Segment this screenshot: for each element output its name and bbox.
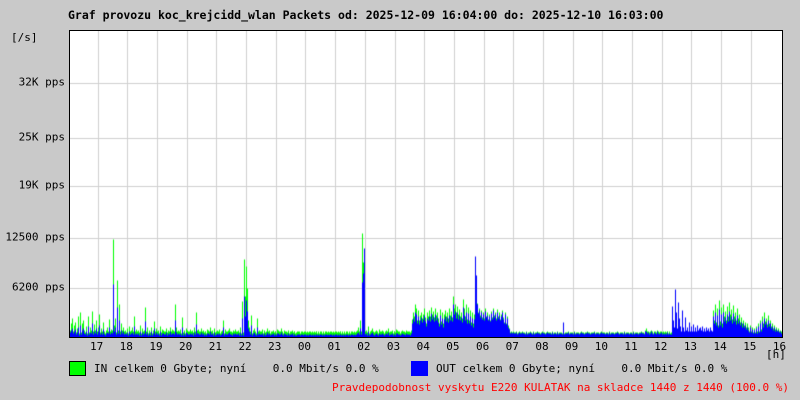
x-tick-label: 18	[119, 340, 133, 353]
x-tick-label: 16	[772, 340, 787, 353]
x-tick-label: 17	[89, 340, 104, 353]
x-tick-label: 22	[238, 340, 252, 353]
y-tick-label: 19K pps	[18, 178, 65, 192]
y-tick-label: 6200 pps	[12, 280, 65, 294]
legend-item-out: OUT celkem 0 Gbyte; nyní 0.0 Mbit/s 0.0 …	[411, 361, 727, 376]
x-tick-label: 21	[208, 340, 222, 353]
x-tick-label: 09	[565, 340, 579, 353]
x-tick-label: 05	[446, 340, 460, 353]
x-tick-label: 23	[268, 340, 282, 353]
page-title: Graf provozu koc_krejcidd_wlan Packets o…	[68, 8, 664, 22]
legend-out-label: OUT celkem 0 Gbyte; nyní 0.0 Mbit/s 0.0 …	[436, 362, 728, 375]
y-tick-label: 25K pps	[18, 130, 65, 144]
footer-note: Pravdepodobnost vyskytu E220 KULATAK na …	[332, 381, 789, 394]
out-color-swatch	[411, 361, 428, 376]
x-tick-label: 06	[475, 340, 490, 353]
x-tick-label: 19	[149, 340, 163, 353]
series-canvas	[70, 31, 782, 337]
x-tick-label: 20	[179, 340, 193, 353]
x-tick-label: 14	[713, 340, 727, 353]
x-tick-label: 00	[297, 340, 312, 353]
legend-item-in: IN celkem 0 Gbyte; nyní 0.0 Mbit/s 0.0 %	[69, 361, 379, 376]
x-tick-label: 11	[624, 340, 638, 353]
x-axis-unit-label: [h]	[766, 348, 786, 361]
y-tick-label: 12500 pps	[5, 230, 65, 244]
x-tick-label: 07	[505, 340, 519, 353]
plot-area	[69, 30, 783, 338]
x-tick-label: 15	[743, 340, 757, 353]
x-tick-label: 12	[654, 340, 668, 353]
y-axis-unit-label: [/s]	[11, 31, 38, 44]
x-tick-label: 03	[386, 340, 401, 353]
x-tick-label: 10	[594, 340, 608, 353]
in-color-swatch	[69, 361, 86, 376]
y-tick-label: 32K pps	[18, 75, 65, 89]
x-tick-label: 02	[357, 340, 371, 353]
x-tick-label: 13	[683, 340, 698, 353]
x-tick-label: 08	[535, 340, 549, 353]
x-tick-label: 01	[327, 340, 341, 353]
x-tick-label: 04	[416, 340, 430, 353]
y-axis-tick-labels: 32K pps 25K pps 19K pps 12500 pps 6200 pps	[0, 0, 65, 400]
legend-in-label: IN celkem 0 Gbyte; nyní 0.0 Mbit/s 0.0 %	[94, 362, 379, 375]
